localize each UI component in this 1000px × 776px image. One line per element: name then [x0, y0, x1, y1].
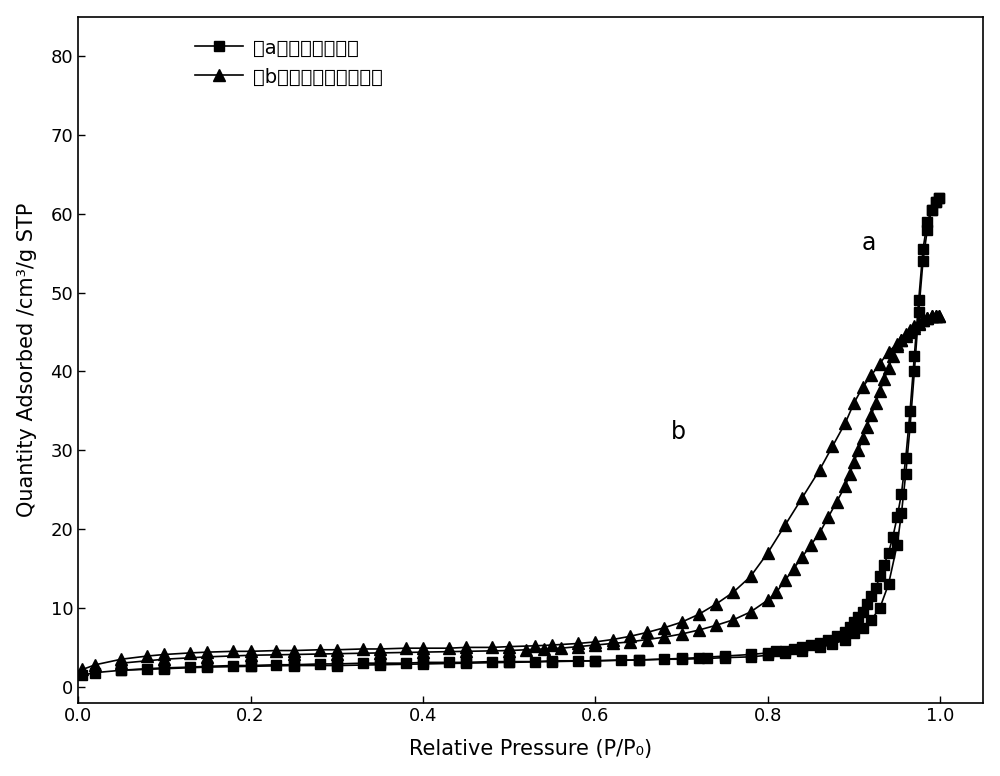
（a）石墨相氮化碳 — [701, 653, 713, 663]
（a）石墨相氮化碳 — [762, 650, 774, 660]
（b）多孔石墨相氮化碳 — [926, 312, 938, 321]
（a）石墨相氮化碳 — [76, 670, 88, 680]
（b）多孔石墨相氮化碳 — [76, 665, 88, 674]
（a）石墨相氮化碳 — [270, 660, 282, 670]
（b）多孔石墨相氮化碳 — [710, 599, 722, 608]
Text: b: b — [671, 420, 686, 444]
（a）石墨相氮化碳 — [826, 639, 838, 649]
Line: （a）石墨相氮化碳: （a）石墨相氮化碳 — [78, 193, 943, 680]
（a）石墨相氮化碳 — [503, 657, 515, 667]
X-axis label: Relative Pressure (P/P₀): Relative Pressure (P/P₀) — [409, 740, 652, 760]
（a）石墨相氮化碳 — [933, 193, 945, 203]
（a）石墨相氮化碳 — [745, 652, 757, 661]
Legend: （a）石墨相氮化碳, （b）多孔石墨相氮化碳: （a）石墨相氮化碳, （b）多孔石墨相氮化碳 — [187, 30, 391, 95]
Line: （b）多孔石墨相氮化碳: （b）多孔石墨相氮化碳 — [77, 310, 944, 675]
（b）多孔石墨相氮化碳 — [503, 642, 515, 651]
Text: a: a — [861, 231, 876, 255]
（b）多孔石墨相氮化碳 — [762, 548, 774, 557]
（b）多孔石墨相氮化碳 — [933, 312, 945, 321]
（b）多孔石墨相氮化碳 — [89, 660, 101, 670]
（b）多孔石墨相氮化碳 — [865, 371, 877, 380]
（b）多孔石墨相氮化碳 — [796, 493, 808, 502]
Y-axis label: Quantity Adsorbed /cm³/g STP: Quantity Adsorbed /cm³/g STP — [17, 203, 37, 517]
